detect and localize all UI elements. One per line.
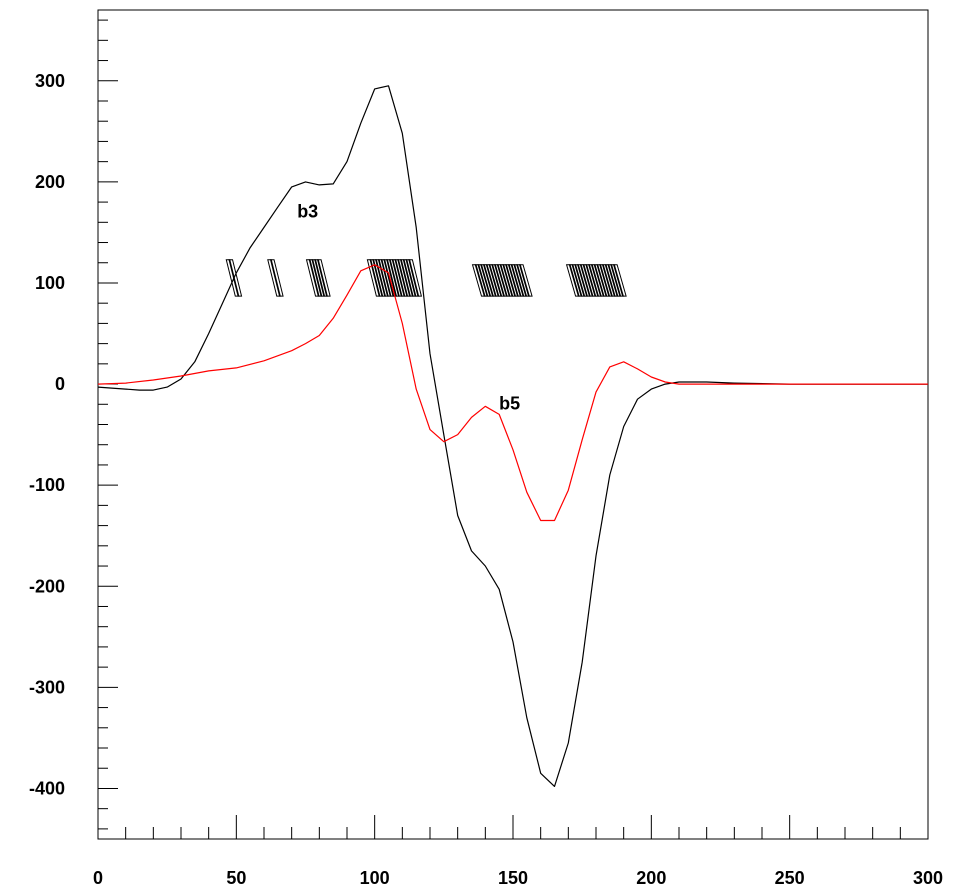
y-tick-label: -100 [29,475,65,495]
x-axis: 0 50 100 150 200 250 300 [93,815,943,888]
y-tick-label: 300 [35,71,65,91]
series-line-b3 [97,85,928,788]
series-lines [97,85,928,788]
series-label-b5: b5 [499,393,520,413]
series-label-b3: b3 [297,201,318,221]
slab-marker [316,259,331,297]
plot-frame-box [97,9,929,840]
y-tick-label: 0 [55,374,65,394]
x-tick-label: 100 [360,868,390,888]
x-tick-label: 50 [226,868,246,888]
x-tick-label: 150 [498,868,528,888]
marker-groups [225,259,627,297]
y-tick-label: -400 [29,778,65,798]
annotations: b3 b5 [297,201,520,413]
x-tick-label: 0 [93,868,103,888]
slab-marker [228,259,243,297]
x-tick-label: 200 [636,868,666,888]
slab-marker [518,264,533,297]
y-axis: -400 -300 -200 -100 0 100 200 300 [29,19,118,830]
slab-marker [269,259,284,297]
y-tick-label: 200 [35,172,65,192]
slab-marker [612,264,627,297]
plot-frame [97,9,929,840]
series-line-b5 [97,264,928,522]
x-tick-label: 300 [913,868,943,888]
slab-marker [408,259,423,297]
y-tick-label: -200 [29,576,65,596]
x-tick-label: 250 [775,868,805,888]
y-tick-label: -300 [29,677,65,697]
y-tick-label: 100 [35,273,65,293]
